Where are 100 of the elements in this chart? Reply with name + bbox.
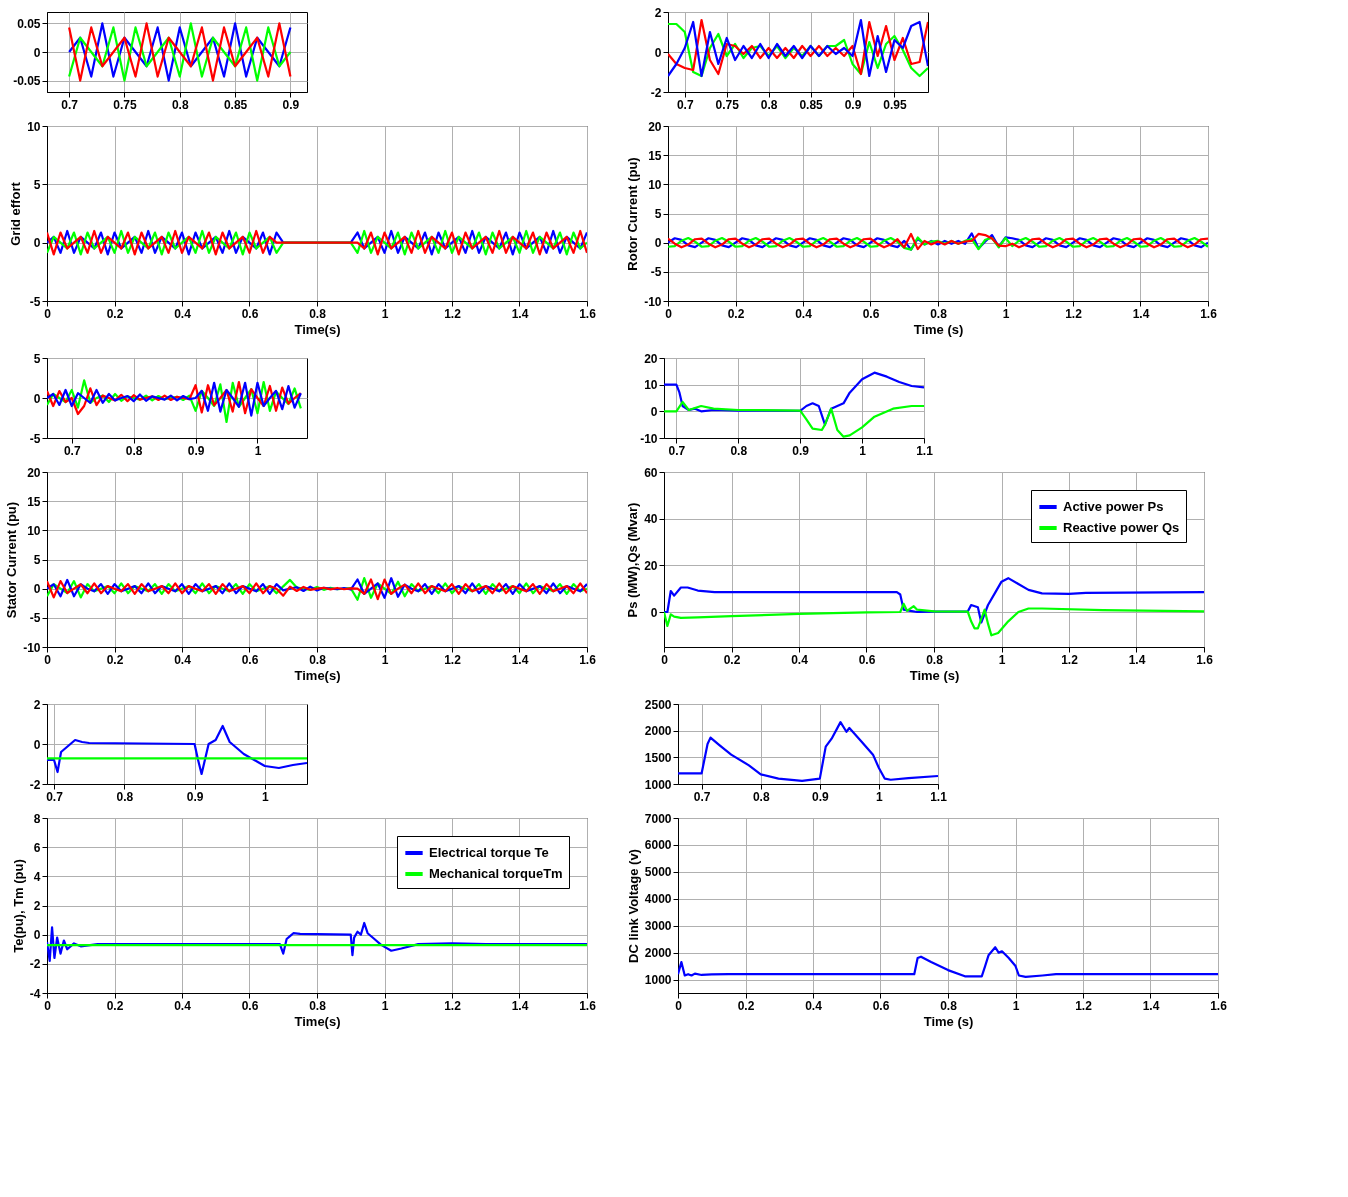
x-tick-label: 0.6 bbox=[241, 652, 259, 667]
y-tick-label: 10 bbox=[644, 378, 658, 393]
x-tick-label: 0.9 bbox=[811, 789, 829, 804]
y-tick-label: 0 bbox=[650, 404, 658, 419]
x-tick-label: 0.7 bbox=[676, 97, 694, 112]
y-tick-label: 2 bbox=[654, 5, 662, 20]
x-tick-label: 0.7 bbox=[46, 789, 64, 804]
x-tick-label: 0.4 bbox=[174, 998, 192, 1013]
x-tick-label: 1.6 bbox=[579, 998, 597, 1013]
y-tick-label: 5 bbox=[33, 177, 41, 192]
x-tick-label: 0.75 bbox=[113, 97, 137, 112]
y-tick-label: 4 bbox=[33, 869, 41, 884]
y-tick-label: -5 bbox=[650, 265, 662, 280]
line-series bbox=[664, 602, 1204, 637]
y-tick-label: 0 bbox=[33, 928, 41, 943]
legend-label: Active power Ps bbox=[1063, 499, 1164, 514]
x-tick-label: 0.2 bbox=[106, 998, 124, 1013]
y-tick-label: -5 bbox=[29, 611, 41, 626]
y-tick-label: 2500 bbox=[644, 697, 672, 712]
y-tick-label: 8 bbox=[33, 811, 41, 826]
x-tick-label: 0.8 bbox=[926, 652, 944, 667]
y-tick-label: 0 bbox=[33, 236, 41, 251]
x-tick-label: 1.2 bbox=[444, 306, 462, 321]
x-tick-label: 1.2 bbox=[444, 652, 462, 667]
x-tick-label: 0.8 bbox=[309, 306, 327, 321]
x-tick-label: 0.8 bbox=[752, 789, 770, 804]
y-axis-title: DC link Voltage (v) bbox=[625, 849, 641, 963]
x-tick-label: 0.75 bbox=[715, 97, 740, 112]
x-tick-label: 1 bbox=[381, 306, 389, 321]
line-series bbox=[68, 22, 292, 82]
legend-label: Mechanical torqueTm bbox=[429, 866, 563, 881]
y-tick-label: 0 bbox=[650, 605, 658, 620]
x-tick-label: 1.4 bbox=[1132, 306, 1150, 321]
x-tick-label: 0.2 bbox=[723, 652, 741, 667]
x-tick-label: 0.9 bbox=[282, 97, 300, 112]
y-tick-label: -5 bbox=[29, 294, 41, 309]
y-tick-label: 10 bbox=[27, 523, 41, 538]
x-tick-label: 1.6 bbox=[579, 652, 597, 667]
x-tick-label: 0 bbox=[44, 998, 52, 1013]
y-tick-label: 60 bbox=[644, 465, 658, 480]
x-tick-label: 1 bbox=[859, 443, 867, 458]
x-tick-label: 0.8 bbox=[930, 306, 948, 321]
x-axis-title: Time(s) bbox=[294, 667, 341, 683]
x-tick-label: 1 bbox=[1012, 998, 1020, 1013]
x-tick-label: 1.4 bbox=[511, 998, 529, 1013]
y-tick-label: 20 bbox=[27, 465, 41, 480]
x-tick-label: 0.8 bbox=[116, 789, 134, 804]
x-tick-label: 0.8 bbox=[730, 443, 748, 458]
y-tick-label: -2 bbox=[650, 85, 662, 100]
x-axis-title: Time(s) bbox=[294, 1013, 341, 1029]
y-tick-label: 0 bbox=[654, 236, 662, 251]
y-tick-label: 2000 bbox=[644, 724, 672, 739]
x-axis-title: Time (s) bbox=[913, 321, 964, 337]
line-series bbox=[668, 236, 1208, 251]
x-tick-label: 0.85 bbox=[799, 97, 824, 112]
y-tick-label: 6 bbox=[33, 840, 41, 855]
y-axis-title: Te(pu), Tm (pu) bbox=[10, 859, 26, 953]
x-tick-label: 0.85 bbox=[223, 97, 248, 112]
x-tick-label: 0.2 bbox=[727, 306, 745, 321]
y-tick-label: 6000 bbox=[644, 838, 672, 853]
x-tick-label: 0.4 bbox=[174, 652, 192, 667]
x-tick-label: 1 bbox=[254, 443, 262, 458]
x-tick-label: 1.2 bbox=[1075, 998, 1093, 1013]
line-series bbox=[47, 229, 587, 256]
x-tick-label: 0.6 bbox=[241, 306, 259, 321]
y-tick-label: 2000 bbox=[644, 946, 672, 961]
y-tick-label: -2 bbox=[29, 957, 41, 972]
x-tick-label: 1 bbox=[381, 998, 389, 1013]
line-series bbox=[678, 946, 1218, 978]
y-axis-title: Grid effort bbox=[8, 181, 24, 246]
y-tick-label: 20 bbox=[648, 119, 662, 134]
x-tick-label: 1.2 bbox=[1065, 306, 1083, 321]
line-series bbox=[668, 232, 1208, 251]
x-tick-label: 1.6 bbox=[1200, 306, 1218, 321]
legend-label: Reactive power Qs bbox=[1063, 520, 1180, 535]
y-tick-label: -0.05 bbox=[13, 74, 41, 89]
x-tick-label: 0.9 bbox=[844, 97, 862, 112]
y-tick-label: -10 bbox=[644, 294, 662, 309]
y-tick-label: 5 bbox=[654, 207, 662, 221]
line-series bbox=[664, 371, 924, 426]
x-tick-label: 1.4 bbox=[511, 652, 529, 667]
y-tick-label: 1000 bbox=[644, 777, 672, 792]
x-axis-title: Time(s) bbox=[294, 321, 341, 337]
x-tick-label: 0.6 bbox=[872, 998, 890, 1013]
x-tick-label: 0.4 bbox=[791, 652, 809, 667]
x-tick-label: 1.4 bbox=[1128, 652, 1146, 667]
x-tick-label: 1.1 bbox=[930, 789, 948, 804]
y-tick-label: 0 bbox=[33, 582, 41, 597]
x-tick-label: 0.7 bbox=[61, 97, 79, 112]
y-tick-label: 1500 bbox=[644, 750, 672, 765]
x-tick-label: 0.95 bbox=[883, 97, 907, 112]
y-tick-label: -10 bbox=[640, 431, 658, 446]
y-tick-label: 0 bbox=[654, 45, 662, 60]
x-tick-label: 0.6 bbox=[862, 306, 880, 321]
y-axis-title: Rotor Current (pu) bbox=[625, 157, 641, 271]
y-tick-label: 0.05 bbox=[17, 16, 41, 31]
y-tick-label: 15 bbox=[27, 494, 41, 509]
y-tick-label: 2 bbox=[33, 697, 41, 712]
y-tick-label: 1000 bbox=[644, 973, 672, 988]
y-tick-label: 7000 bbox=[644, 811, 672, 826]
